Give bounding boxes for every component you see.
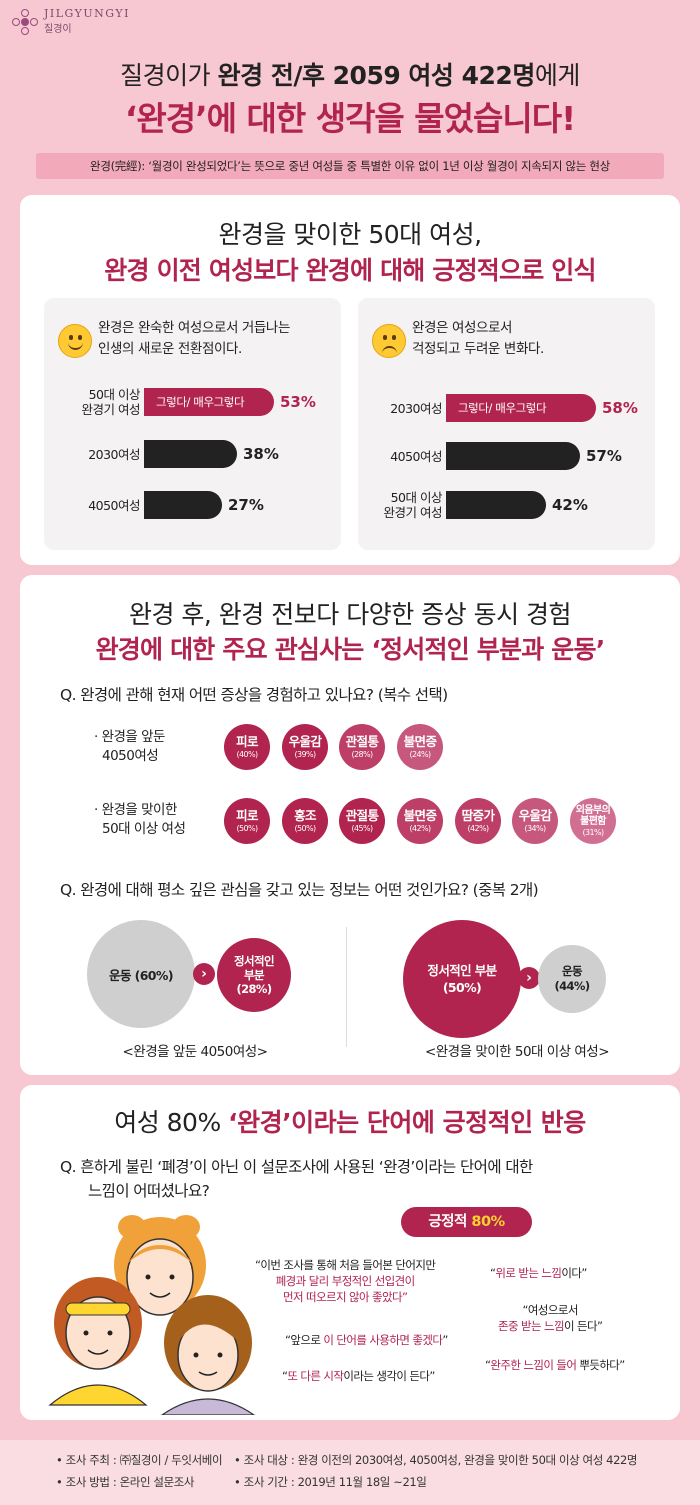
brand-logo: JILGYUNGYI 질경이 bbox=[12, 7, 131, 36]
bar-row: 2030여성 38% bbox=[44, 437, 341, 471]
header-line1: 질경이가 완경 전/후 2059 여성 422명에게 bbox=[120, 61, 580, 90]
symptom-bubble: 홍조 (50%) bbox=[282, 798, 328, 844]
bar bbox=[144, 440, 237, 468]
interest-circle-small: 운동 (44%) bbox=[538, 945, 606, 1013]
woman-back-icon bbox=[114, 1215, 206, 1316]
interest-circle-small: 정서적인 부분 (28%) bbox=[217, 938, 291, 1012]
woman-left-icon bbox=[48, 1277, 148, 1406]
bar-row: 4050여성 57% bbox=[358, 439, 655, 473]
section3-title: 여성 80% ‘완경’이라는 단어에 긍정적인 반응 bbox=[114, 1108, 586, 1137]
symptom-bubble: 불면증 (24%) bbox=[397, 724, 443, 770]
bar: 그렇다/ 매우그렇다 bbox=[144, 388, 274, 416]
quote: “앞으로 이 단어를 사용하면 좋겠다” bbox=[285, 1333, 448, 1347]
quote: “여성으로서 존중 받는 느낌이 든다” bbox=[498, 1303, 603, 1333]
quote: “위로 받는 느낌이다” bbox=[490, 1266, 587, 1280]
arrow-right-icon: › bbox=[518, 967, 540, 989]
bar-label: 50대 이상 완경기 여성 bbox=[81, 387, 141, 417]
bar-row: 50대 이상 완경기 여성 42% bbox=[358, 488, 655, 522]
arrow-right-icon: › bbox=[193, 963, 215, 985]
section2-card: 완경 후, 완경 전보다 다양한 증상 동시 경험 완경에 대한 주요 관심사는… bbox=[20, 575, 680, 1075]
bar bbox=[446, 491, 546, 519]
interest-circle-big: 운동 (60%) bbox=[87, 920, 195, 1028]
right-caption: <완경을 맞이한 50대 이상 여성> bbox=[424, 1044, 610, 1060]
bar-row: 50대 이상 완경기 여성 그렇다/ 매우그렇다 53% bbox=[44, 385, 341, 419]
bar-value: 38% bbox=[243, 445, 279, 463]
definition-bar: 완경(完經): ‘월경이 완성되었다’는 뜻으로 중년 여성들 중 특별한 이유… bbox=[36, 153, 664, 179]
footer-target: • 조사 대상 : 완경 이전의 2030여성, 4050여성, 완경을 맞이한… bbox=[234, 1453, 638, 1467]
symptom-bubble: 관절통 (28%) bbox=[339, 724, 385, 770]
bar-row: 2030여성 그렇다/ 매우그렇다 58% bbox=[358, 391, 655, 425]
section2-title1: 완경 후, 완경 전보다 다양한 증상 동시 경험 bbox=[128, 600, 572, 629]
brand-sub: 질경이 bbox=[44, 24, 72, 36]
bar-value: 58% bbox=[602, 399, 638, 417]
sad-face-icon bbox=[372, 324, 406, 358]
bar-label: 4050여성 bbox=[88, 498, 140, 513]
bar-label: 2030여성 bbox=[390, 401, 442, 416]
section1-title2: 완경 이전 여성보다 완경에 대해 긍정적으로 인식 bbox=[104, 256, 596, 285]
section1-card: 완경을 맞이한 50대 여성, 완경 이전 여성보다 완경에 대해 긍정적으로 … bbox=[20, 195, 680, 565]
bar-value: 27% bbox=[228, 496, 264, 514]
header-line2: ‘완경’에 대한 생각을 물었습니다! bbox=[124, 99, 576, 138]
footer: • 조사 주최 : ㈜질경이 / 두잇서베이 • 조사 방법 : 온라인 설문조… bbox=[0, 1440, 700, 1505]
bar bbox=[144, 491, 222, 519]
left-caption: <완경을 앞둔 4050여성> bbox=[122, 1044, 268, 1060]
section1-title1: 완경을 맞이한 50대 여성, bbox=[218, 220, 482, 249]
symptom-bubble: 피로 (50%) bbox=[224, 798, 270, 844]
question3: Q. 흔하게 불린 ‘폐경’이 아닌 이 설문조사에 사용된 ‘완경’이라는 단… bbox=[60, 1158, 533, 1200]
section2-title2: 완경에 대한 주요 관심사는 ‘정서적인 부분과 운동’ bbox=[95, 635, 606, 664]
question2: Q. 완경에 대해 평소 깊은 관심을 갖고 있는 정보는 어떤 것인가요? (… bbox=[60, 881, 539, 899]
smile-face-icon bbox=[58, 324, 92, 358]
quote: “또 다른 시작이라는 생각이 든다” bbox=[282, 1369, 435, 1383]
bar-label: 4050여성 bbox=[390, 449, 442, 464]
flower-logo-icon bbox=[12, 8, 38, 35]
symptom-bubble: 외음부의 불편함 (31%) bbox=[570, 798, 616, 844]
right-statement: 완경은 여성으로서 걱정되고 두려운 변화다. bbox=[412, 320, 544, 357]
symptom-bubble: 땀증가 (42%) bbox=[455, 798, 501, 844]
quote: “이번 조사를 통해 처음 들어본 단어지만 폐경과 달리 부정적인 선입견이 먼저… bbox=[255, 1258, 436, 1304]
bar-value: 57% bbox=[586, 447, 622, 465]
bar-row: 4050여성 27% bbox=[44, 488, 341, 522]
bar-label: 2030여성 bbox=[88, 447, 140, 462]
bar: 그렇다/ 매우그렇다 bbox=[446, 394, 596, 422]
woman-right-icon bbox=[160, 1295, 256, 1415]
footer-period: • 조사 기간 : 2019년 11월 18일 ~21일 bbox=[234, 1475, 427, 1489]
divider bbox=[346, 927, 347, 1047]
symptom-bubble: 관절통 (45%) bbox=[339, 798, 385, 844]
bar-label: 50대 이상 완경기 여성 bbox=[383, 490, 443, 520]
footer-method: • 조사 방법 : 온라인 설문조사 bbox=[56, 1475, 195, 1489]
group2-label: · 완경을 맞이한 50대 이상 여성 bbox=[94, 802, 186, 837]
symptom-bubble: 불면증 (42%) bbox=[397, 798, 443, 844]
question1: Q. 완경에 관해 현재 어떤 증상을 경험하고 있나요? (복수 선택) bbox=[60, 686, 448, 704]
symptom-bubble: 우울감 (39%) bbox=[282, 724, 328, 770]
section1-left-panel: 완경은 완숙한 여성으로서 거듭나는 인생의 새로운 전환점이다. 50대 이상 완… bbox=[44, 298, 341, 550]
left-statement: 완경은 완숙한 여성으로서 거듭나는 인생의 새로운 전환점이다. bbox=[98, 320, 290, 357]
brand-name: JILGYUNGYI bbox=[44, 7, 131, 20]
bar-value: 42% bbox=[552, 496, 588, 514]
quote: “완주한 느낌이 들어 뿌듯하다” bbox=[485, 1358, 625, 1372]
interest-circle-big: 정서적인 부분 (50%) bbox=[403, 920, 521, 1038]
three-women-illustration bbox=[48, 1215, 256, 1415]
group1-label: · 완경을 앞둔 4050여성 bbox=[94, 729, 165, 764]
footer-host: • 조사 주최 : ㈜질경이 / 두잇서베이 bbox=[56, 1453, 223, 1467]
symptom-bubble: 우울감 (34%) bbox=[512, 798, 558, 844]
symptom-bubble: 피로 (40%) bbox=[224, 724, 270, 770]
bar bbox=[446, 442, 580, 470]
section1-right-panel: 완경은 여성으로서 걱정되고 두려운 변화다. 2030여성 그렇다/ 매우그렇다… bbox=[358, 298, 655, 550]
bar-value: 53% bbox=[280, 393, 316, 411]
positive-badge: 긍정적 80% bbox=[401, 1207, 532, 1237]
